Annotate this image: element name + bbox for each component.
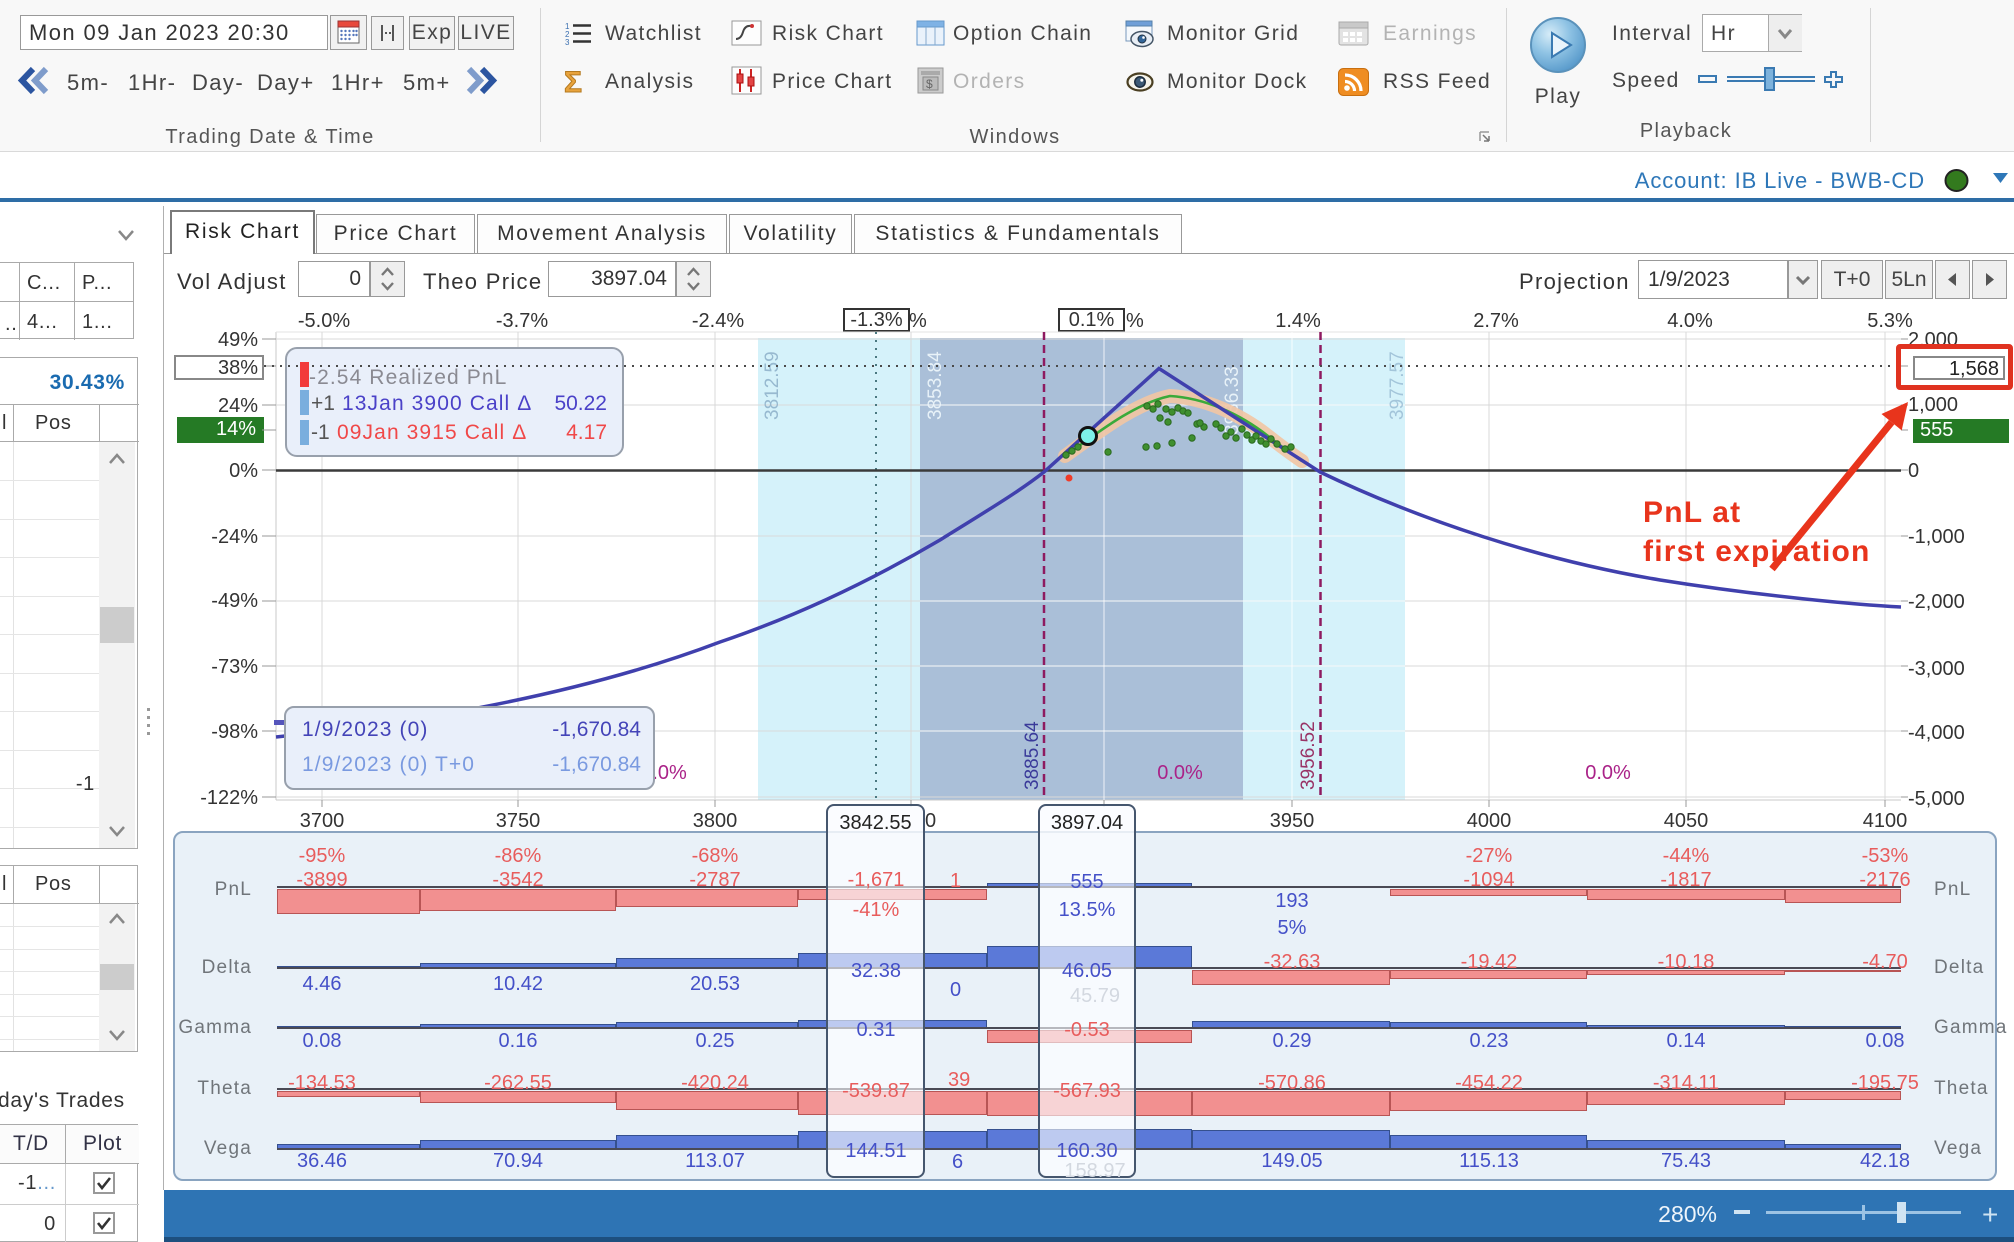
svg-text:3956.52: 3956.52 bbox=[1298, 721, 1319, 790]
svg-text:1: 1 bbox=[565, 22, 570, 31]
svg-text:3812.59: 3812.59 bbox=[762, 351, 783, 420]
svg-text:3977.57: 3977.57 bbox=[1387, 351, 1408, 420]
svg-text:3853.84: 3853.84 bbox=[925, 351, 946, 420]
svg-text:$: $ bbox=[926, 77, 933, 91]
svg-text:Σ: Σ bbox=[564, 66, 582, 96]
svg-text:0.0%: 0.0% bbox=[1157, 762, 1203, 784]
svg-text:3: 3 bbox=[565, 38, 570, 45]
svg-text:3885.64: 3885.64 bbox=[1022, 721, 1043, 790]
svg-text:2: 2 bbox=[565, 30, 570, 39]
svg-text:0.0%: 0.0% bbox=[1585, 762, 1631, 784]
